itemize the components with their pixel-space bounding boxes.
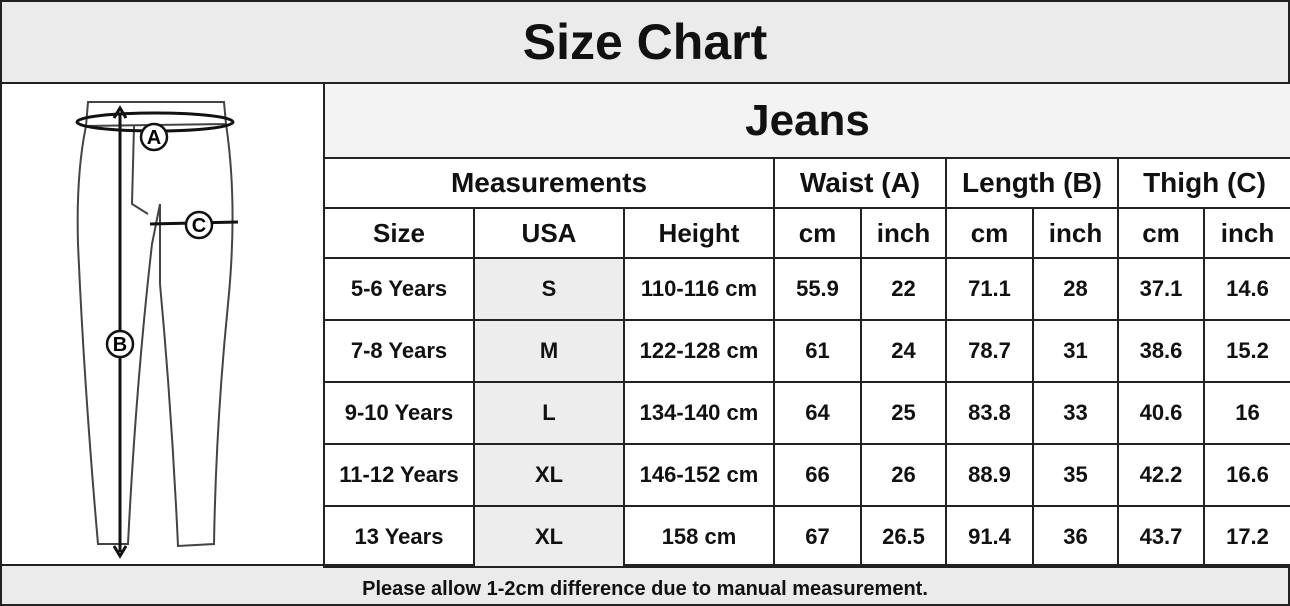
- table-cell: 11-12 Years: [323, 443, 475, 507]
- table-cell: 16.6: [1203, 443, 1290, 507]
- column-header: Size: [323, 207, 475, 259]
- label-circle: [184, 210, 214, 240]
- table-cell: 28: [1032, 257, 1119, 321]
- table-cell: 36: [1032, 505, 1119, 568]
- table-cell: 78.7: [945, 319, 1034, 383]
- group-header: Length (B): [945, 157, 1119, 209]
- table-cell: 122-128 cm: [623, 319, 775, 383]
- column-header: cm: [1117, 207, 1205, 259]
- table-cell: 71.1: [945, 257, 1034, 321]
- table-cell: XL: [473, 443, 625, 507]
- fly: [130, 125, 149, 215]
- table-cell: 17.2: [1203, 505, 1290, 568]
- table-cell: 67: [773, 505, 862, 568]
- group-header: Measurements: [323, 157, 775, 209]
- table-cell: 42.2: [1117, 443, 1205, 507]
- table-cell: 24: [860, 319, 947, 383]
- table-cell: 61: [773, 319, 862, 383]
- table-cell: 110-116 cm: [623, 257, 775, 321]
- table-cell: 43.7: [1117, 505, 1205, 568]
- table-cell: 16: [1203, 381, 1290, 445]
- table-cell: 134-140 cm: [623, 381, 775, 445]
- label-circle: [105, 329, 135, 359]
- table-cell: 26.5: [860, 505, 947, 568]
- diagram-label: C: [192, 215, 206, 237]
- table-cell: 7-8 Years: [323, 319, 475, 383]
- group-header: Thigh (C): [1117, 157, 1290, 209]
- table-cell: 22: [860, 257, 947, 321]
- table-cell: 15.2: [1203, 319, 1290, 383]
- column-header: inch: [860, 207, 947, 259]
- jeans-diagram: A B C: [75, 101, 239, 559]
- table-cell: 83.8: [945, 381, 1034, 445]
- table-cell: 64: [773, 381, 862, 445]
- table-cell: L: [473, 381, 625, 445]
- page-title: Size Chart: [0, 0, 1290, 84]
- table-cell: 38.6: [1117, 319, 1205, 383]
- right-leg: [159, 123, 234, 548]
- table-cell: S: [473, 257, 625, 321]
- table-cell: 5-6 Years: [323, 257, 475, 321]
- table-title: Jeans: [323, 82, 1290, 159]
- table-cell: 25: [860, 381, 947, 445]
- group-header: Waist (A): [773, 157, 947, 209]
- column-header: cm: [945, 207, 1034, 259]
- table-cell: 14.6: [1203, 257, 1290, 321]
- column-header: inch: [1032, 207, 1119, 259]
- table-cell: 13 Years: [323, 505, 475, 568]
- table-cell: 9-10 Years: [323, 381, 475, 445]
- column-header: inch: [1203, 207, 1290, 259]
- column-header: Height: [623, 207, 775, 259]
- table-cell: 66: [773, 443, 862, 507]
- diagram-label: B: [113, 334, 127, 356]
- table-cell: 26: [860, 443, 947, 507]
- table-cell: 35: [1032, 443, 1119, 507]
- table-cell: 55.9: [773, 257, 862, 321]
- diagram-label: A: [147, 127, 161, 149]
- table-cell: 88.9: [945, 443, 1034, 507]
- table-cell: 37.1: [1117, 257, 1205, 321]
- table-cell: XL: [473, 505, 625, 568]
- label-circle: [139, 122, 169, 152]
- table-cell: M: [473, 319, 625, 383]
- left-leg: [76, 125, 161, 545]
- table-cell: 40.6: [1117, 381, 1205, 445]
- length-arrows: [112, 105, 128, 559]
- table-cell: 33: [1032, 381, 1119, 445]
- table-cell: 146-152 cm: [623, 443, 775, 507]
- column-header: cm: [773, 207, 862, 259]
- column-header: USA: [473, 207, 625, 259]
- table-cell: 91.4: [945, 505, 1034, 568]
- diagram-panel: A B C: [0, 82, 325, 566]
- footer-note: Please allow 1-2cm difference due to man…: [0, 564, 1290, 606]
- table-cell: 31: [1032, 319, 1119, 383]
- table-cell: 158 cm: [623, 505, 775, 568]
